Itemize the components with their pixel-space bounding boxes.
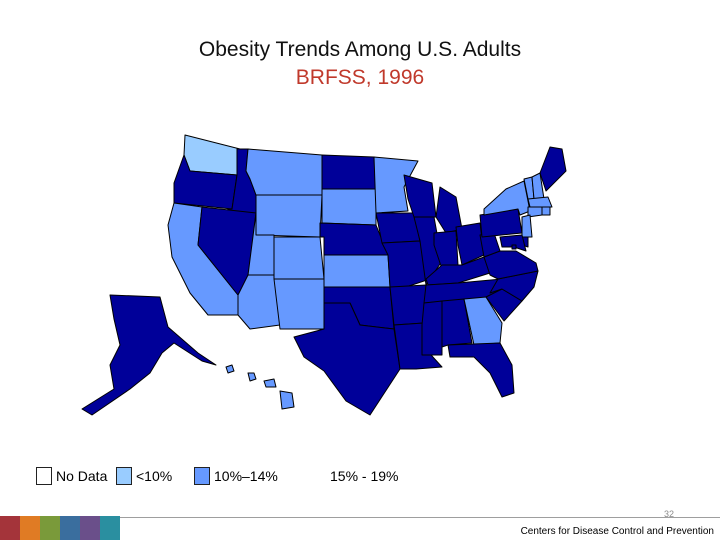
map-subtitle: BRFSS, 1996 [295,66,425,89]
state-MN [373,156,419,214]
state-MA [527,196,553,208]
state-TX [293,302,401,416]
state-AL [441,298,473,348]
state-NJ [521,214,533,238]
state-CT [527,206,543,218]
legend-item-15-19: 15% - 19% [326,465,401,487]
legend-swatch-no-data [36,467,52,485]
state-WY [255,194,323,238]
hawaii-oahu [247,372,257,382]
state-FL [447,342,515,398]
title-block: Obesity Trends Among U.S. Adults BRFSS, … [0,36,720,92]
page-number: 32 [664,509,675,519]
brand-block-4 [60,516,80,540]
state-NM [273,278,325,330]
brand-block-2 [20,516,40,540]
state-HI [225,364,295,410]
state-RI [541,206,551,216]
state-AK [81,294,217,416]
legend-label-15-19: 15% - 19% [330,468,399,484]
legend-swatch-lt10 [116,467,132,485]
state-AR [389,284,427,326]
state-VA [483,250,539,280]
brand-block-5 [80,516,100,540]
state-AZ [237,274,281,330]
footer-text: Centers for Disease Control and Preventi… [520,526,714,537]
state-GA [463,296,503,346]
brand-block-3 [40,516,60,540]
us-obesity-map [81,134,567,416]
legend-label-lt10: <10% [136,468,173,484]
state-OH [455,222,485,266]
state-CO [273,236,325,280]
state-MD [499,234,527,252]
legend-item-no-data: No Data [36,465,110,487]
state-NE [319,222,389,256]
brand-block-6 [100,516,120,540]
state-ME [539,146,567,192]
state-WA [183,134,241,176]
legend-label-10-14: 10%–14% [214,468,278,484]
brand-block-1 [0,516,20,540]
state-MI [435,186,463,234]
legend-swatch-10-14 [194,467,210,485]
state-MS [421,300,443,356]
state-DC [511,244,517,250]
brand-color-bar [0,516,120,540]
hawaii-maui [263,378,277,388]
legend-item-lt10: <10% [116,465,175,487]
state-WI [403,174,437,218]
legend-label-no-data: No Data [56,468,108,484]
state-ND [321,154,377,190]
state-KS [323,254,391,288]
map-title: Obesity Trends Among U.S. Adults [198,38,522,61]
legend-item-10-14: 10%–14% [194,465,281,487]
state-SD [321,188,377,226]
hawaii-kauai [225,364,235,374]
state-NY [483,180,531,216]
hawaii-big-island [279,390,295,410]
footer-divider [120,517,720,518]
state-MT [245,148,323,196]
state-IA [375,212,421,244]
